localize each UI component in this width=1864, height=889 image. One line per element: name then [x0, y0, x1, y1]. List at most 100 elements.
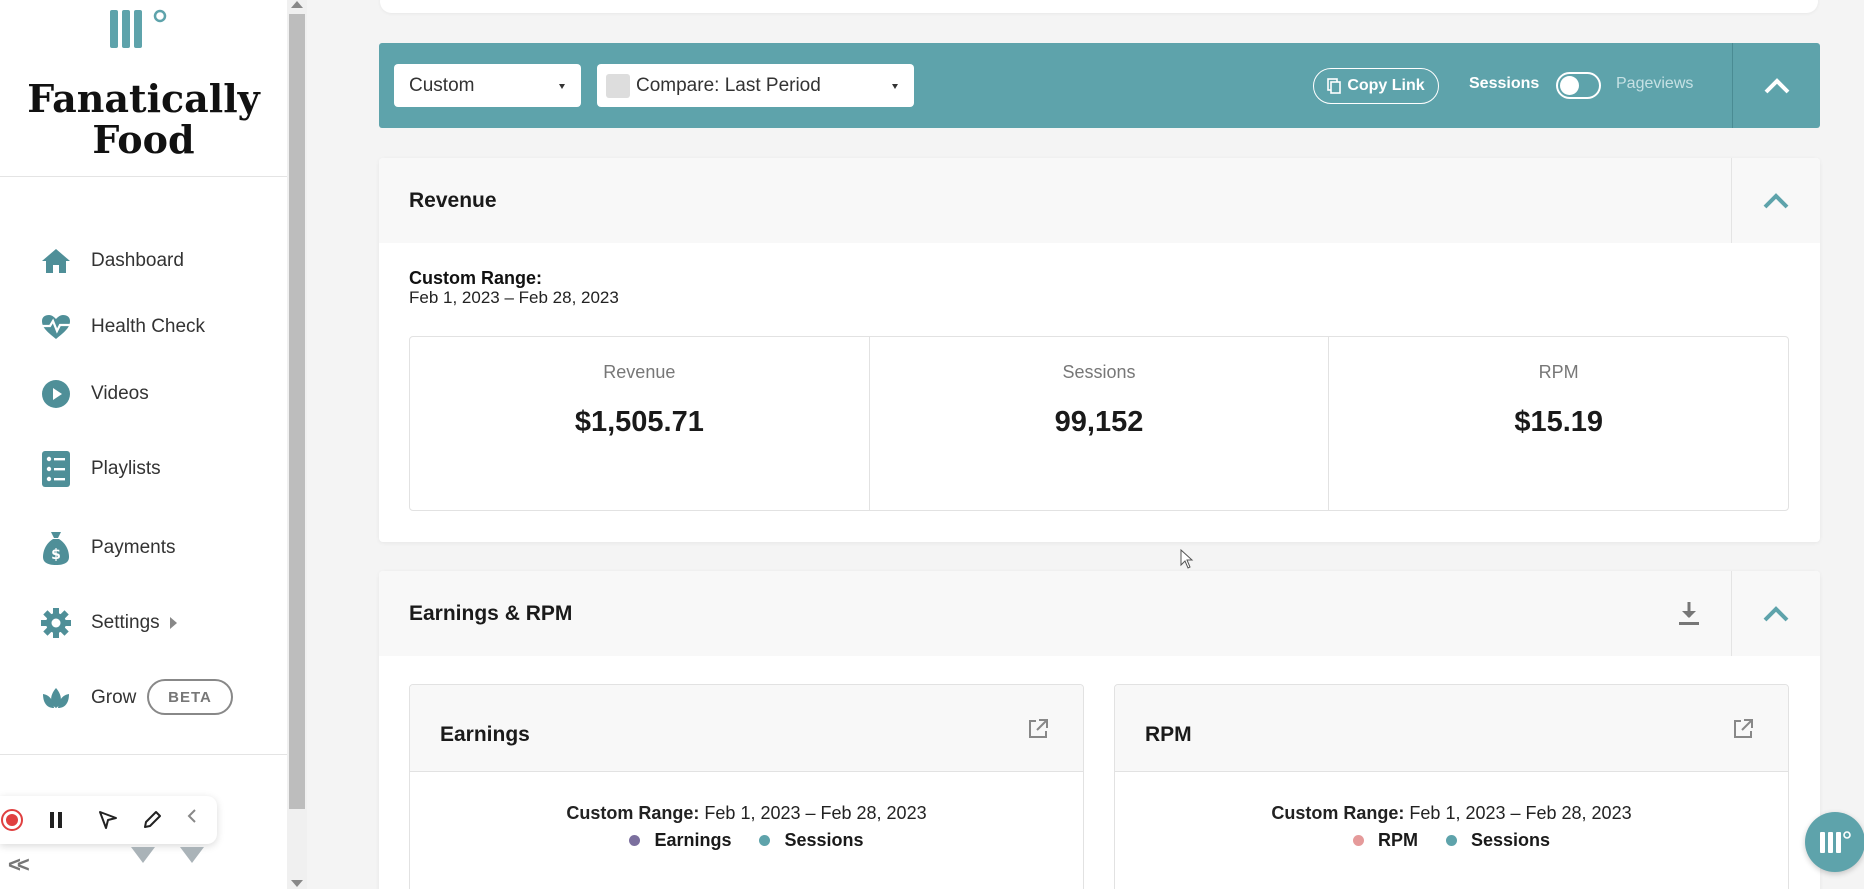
metric-value: $1,505.71 [574, 406, 704, 438]
sidebar-divider [0, 176, 287, 177]
earnings-chart-card: Earnings Custom Range: Feb 1, 2023 – Feb… [409, 684, 1084, 889]
external-link-icon[interactable] [1026, 717, 1050, 741]
download-icon[interactable] [1675, 599, 1703, 629]
toggle-knob [1560, 76, 1579, 95]
copy-link-label: Copy Link [1347, 77, 1425, 94]
chart-card-header: Earnings [410, 685, 1083, 772]
sidebar-item-grow[interactable]: Grow BETA [0, 676, 287, 720]
legend-label: Earnings [654, 830, 732, 850]
brand-logo-icon [110, 9, 167, 48]
chart-range-dates: Feb 1, 2023 – Feb 28, 2023 [1409, 803, 1632, 823]
pencil-icon[interactable] [140, 808, 164, 832]
copy-icon [1327, 78, 1342, 94]
legend-item-sessions[interactable]: Sessions [759, 830, 864, 851]
sidebar-item-label: Grow [91, 687, 137, 708]
sidebar-divider [0, 754, 287, 755]
legend-label: RPM [1377, 830, 1418, 850]
legend-label: Sessions [784, 830, 864, 850]
scroll-down-icon[interactable] [291, 880, 303, 887]
sidebar-item-dashboard[interactable]: Dashboard [0, 239, 287, 283]
earnings-collapse-button[interactable] [1732, 571, 1820, 656]
legend-item-rpm[interactable]: RPM [1352, 830, 1418, 851]
chart-legend: RPM Sessions [1115, 830, 1788, 851]
legend-label: Sessions [1470, 830, 1551, 850]
home-icon [40, 245, 72, 277]
collapse-sidebar-button[interactable]: << [8, 852, 30, 877]
date-range-value: Custom [409, 74, 475, 96]
legend-dot [629, 835, 641, 846]
filter-bar-collapse-button[interactable] [1733, 43, 1820, 128]
filter-bar-divider [1732, 43, 1733, 128]
brand-name: Fanatically Food [27, 76, 260, 162]
revenue-panel-header: Revenue [379, 158, 1820, 243]
legend-dot [1445, 835, 1457, 846]
chart-range: Custom Range: Feb 1, 2023 – Feb 28, 2023 [1115, 803, 1788, 824]
chart-card-title: RPM [1145, 723, 1192, 746]
gear-icon [40, 607, 72, 639]
filter-bar: Custom Compare: Last Period Copy Link Se… [379, 43, 1820, 128]
panel-title: Revenue [409, 189, 497, 212]
sidebar-item-payments[interactable]: $ Payments [0, 526, 287, 570]
sidebar-scrollbar-thumb[interactable] [289, 14, 305, 809]
sidebar: Fanatically Food Dashboard Health Check … [0, 0, 287, 889]
sidebar-item-settings[interactable]: Settings [0, 601, 287, 645]
chart-range-label: Custom Range: [1271, 803, 1405, 823]
sidebar-item-label: Settings [91, 612, 160, 633]
chevron-up-icon [1763, 192, 1789, 208]
compare-color-swatch [606, 74, 630, 98]
sidebar-item-videos[interactable]: Videos [0, 372, 287, 416]
metric-rpm: RPM $15.19 [1329, 337, 1788, 510]
heartbeat-icon [40, 311, 72, 343]
earnings-rpm-panel: Earnings & RPM Earnings Custom Range: Fe… [379, 571, 1820, 889]
help-chat-button[interactable] [1805, 812, 1864, 872]
pointer-icon[interactable] [96, 808, 120, 832]
record-icon[interactable] [0, 808, 24, 832]
money-bag-icon: $ [40, 532, 72, 565]
scroll-up-icon[interactable] [291, 1, 303, 8]
brand-logo-icon [1820, 831, 1851, 853]
compare-value: Compare: Last Period [636, 74, 821, 96]
chart-range-dates: Feb 1, 2023 – Feb 28, 2023 [704, 803, 927, 823]
previous-card [380, 0, 1818, 13]
sidebar-item-label: Playlists [91, 458, 161, 479]
play-icon [40, 378, 72, 410]
screen-recorder-toolbar [0, 796, 217, 844]
date-range-select[interactable]: Custom [394, 64, 581, 107]
header-divider [1731, 158, 1732, 243]
sidebar-item-playlists[interactable]: Playlists [0, 447, 287, 491]
metric-name: Sessions [1062, 362, 1136, 382]
list-icon [40, 451, 72, 487]
sidebar-item-label: Dashboard [91, 250, 184, 271]
chevron-left-icon[interactable] [180, 804, 204, 828]
chart-range-label: Custom Range: [566, 803, 700, 823]
sidebar-item-label: Payments [91, 537, 176, 558]
legend-item-sessions[interactable]: Sessions [1445, 830, 1551, 851]
caret-right-icon [170, 617, 177, 629]
copy-link-button[interactable]: Copy Link [1313, 68, 1439, 104]
sessions-pageviews-toggle[interactable] [1556, 72, 1601, 99]
chevron-up-icon [1764, 77, 1789, 93]
chart-legend: Earnings Sessions [410, 830, 1083, 851]
decorative-triangle [180, 847, 204, 863]
range-label: Custom Range: [409, 268, 543, 288]
metric-value: 99,152 [1054, 406, 1144, 438]
svg-text:$: $ [51, 547, 61, 563]
earnings-panel-header: Earnings & RPM [379, 571, 1820, 656]
chart-card-title: Earnings [440, 723, 530, 746]
panel-title: Earnings & RPM [409, 602, 573, 625]
pause-icon[interactable] [44, 808, 68, 832]
leaf-icon [40, 682, 72, 714]
metric-value: $15.19 [1514, 406, 1604, 438]
revenue-collapse-button[interactable] [1732, 158, 1820, 243]
dropdown-arrow-icon [559, 84, 565, 89]
chart-range: Custom Range: Feb 1, 2023 – Feb 28, 2023 [410, 803, 1083, 824]
mouse-cursor-icon [1180, 549, 1194, 569]
metric-name: Revenue [603, 362, 676, 382]
legend-dot [1352, 835, 1364, 846]
legend-item-earnings[interactable]: Earnings [629, 830, 731, 851]
compare-select[interactable]: Compare: Last Period [597, 64, 914, 107]
external-link-icon[interactable] [1731, 717, 1755, 741]
sidebar-item-health-check[interactable]: Health Check [0, 305, 287, 349]
toggle-label-pageviews: Pageviews [1616, 75, 1694, 92]
revenue-panel: Revenue Custom Range: Feb 1, 2023 – Feb … [379, 158, 1820, 542]
